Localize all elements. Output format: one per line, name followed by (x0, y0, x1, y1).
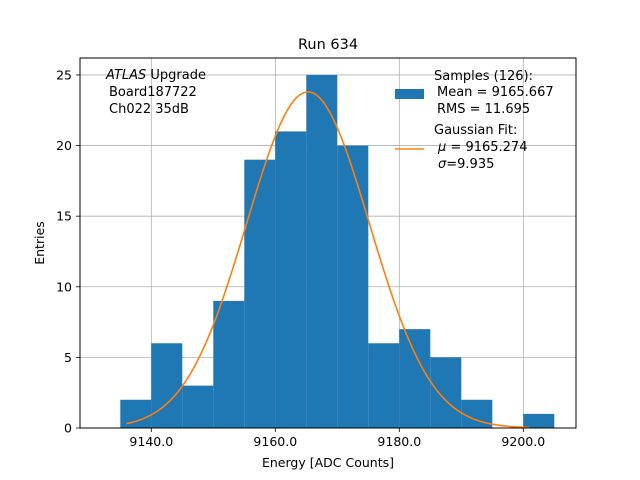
y-tick-label-2: 10 (56, 279, 72, 294)
legend-samples-mean: Mean = 9165.667 (437, 85, 554, 100)
histogram-bars (120, 74, 555, 428)
legend-samples-rms: RMS = 11.695 (437, 102, 530, 117)
y-tick-label-3: 15 (56, 209, 72, 224)
y-tick-label-1: 5 (64, 350, 72, 365)
legend-fit-sigma: σ=9.935 (438, 157, 494, 172)
annotation-board: Board187722 (109, 85, 197, 100)
annotation-upgrade: Upgrade (146, 68, 206, 83)
axis-ticks: 9140.0 9160.0 9180.0 9200.0 0 5 10 15 20 25 (56, 67, 545, 449)
legend: Samples (126): Mean = 9165.667 RMS = 11.… (395, 69, 554, 172)
fit-curve (126, 91, 530, 429)
axes-frame (79, 57, 577, 429)
legend-fit-title: Gaussian Fit: (434, 123, 517, 138)
annotation-channel: Ch022 35dB (109, 102, 189, 117)
legend-fit-mu: μ = 9165.274 (437, 140, 527, 155)
histogram-bar-0 (120, 399, 152, 428)
y-axis-label: Entries (32, 221, 47, 265)
histogram-bar-13 (523, 413, 555, 428)
x-tick-label-0: 9140.0 (129, 434, 173, 449)
sigma-symbol: σ (438, 157, 447, 172)
y-tick-label-0: 0 (64, 421, 72, 436)
x-tick-label-1: 9160.0 (253, 434, 297, 449)
histogram-bar-4 (244, 159, 276, 428)
mu-symbol: μ (437, 140, 446, 155)
histogram-bar-9 (399, 329, 431, 428)
legend-fit-mu-value: = 9165.274 (450, 140, 527, 155)
gaussian-fit (126, 91, 530, 429)
histogram-bar-1 (151, 343, 183, 428)
histogram-bar-10 (430, 357, 462, 428)
chart-title: Run 634 (298, 37, 358, 53)
annotation-atlas: ATLAS (105, 68, 146, 83)
x-axis-label: Energy [ADC Counts] (262, 455, 394, 470)
x-tick-label-2: 9180.0 (377, 434, 421, 449)
x-tick-label-3: 9200.0 (501, 434, 545, 449)
histogram-bar-2 (182, 385, 214, 428)
histogram-bar-3 (213, 300, 245, 428)
atlas-annotation: ATLAS Upgrade Board187722 Ch022 35dB (105, 68, 206, 117)
y-tick-label-4: 20 (56, 138, 72, 153)
histogram-bar-8 (368, 343, 400, 428)
y-tick-label-5: 25 (56, 67, 72, 82)
annotation-line-1: ATLAS Upgrade (105, 68, 206, 83)
legend-fit-sigma-value: =9.935 (446, 157, 494, 172)
legend-samples-patch (395, 89, 424, 99)
histogram-bar-7 (337, 145, 369, 428)
histogram-bar-5 (275, 131, 307, 428)
histogram-bar-6 (306, 74, 338, 428)
legend-samples-title: Samples (126): (434, 69, 533, 84)
